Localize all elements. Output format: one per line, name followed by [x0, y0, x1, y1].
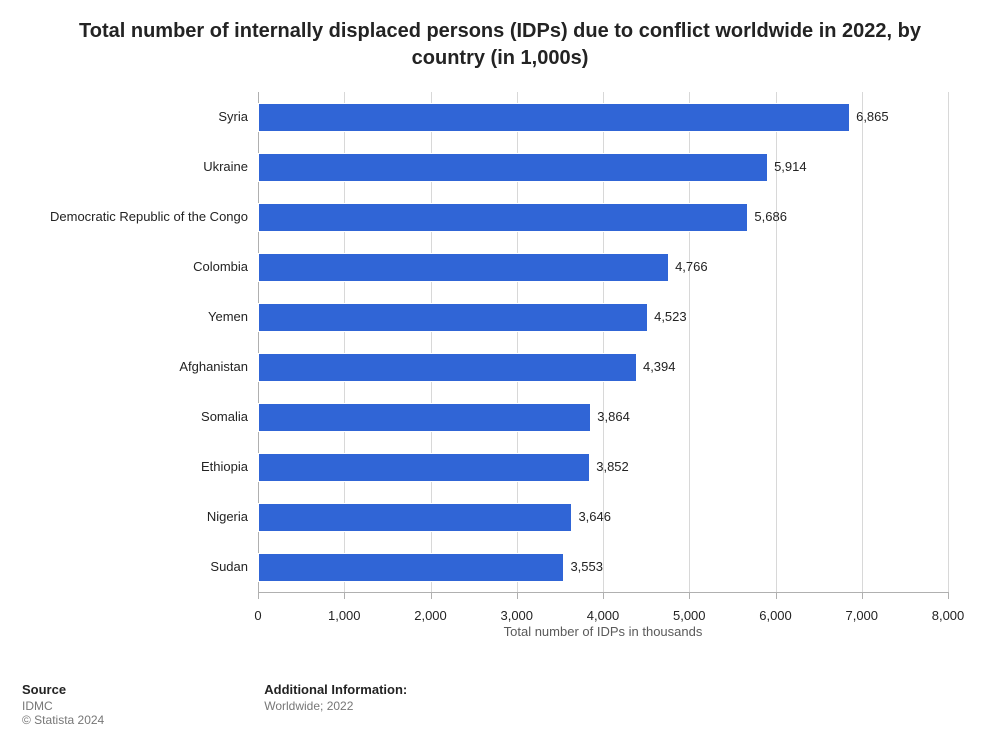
category-label: Afghanistan [0, 359, 248, 374]
x-tick-mark [948, 592, 949, 599]
copyright: © Statista 2024 [22, 713, 104, 727]
bar [258, 153, 768, 182]
x-tick-label: 6,000 [759, 608, 792, 623]
chart-container: 0 1,000 2,000 3,000 4,000 5,000 6,000 7,000 8,00… [0, 82, 1000, 652]
category-label: Syria [0, 109, 248, 124]
category-label: Democratic Republic of the Congo [0, 209, 248, 224]
value-label: 3,852 [596, 459, 629, 474]
category-label: Somalia [0, 409, 248, 424]
value-label: 4,394 [643, 359, 676, 374]
x-tick-mark [258, 592, 259, 599]
bar [258, 303, 648, 332]
chart-title: Total number of internally displaced per… [0, 0, 1000, 72]
value-label: 4,766 [675, 259, 708, 274]
value-label: 3,646 [578, 509, 611, 524]
info-label: Additional Information: [264, 682, 407, 697]
category-label: Nigeria [0, 509, 248, 524]
x-tick-label: 0 [254, 608, 261, 623]
x-tick-mark [344, 592, 345, 599]
bar [258, 253, 669, 282]
value-label: 5,914 [774, 159, 807, 174]
x-tick-mark [517, 592, 518, 599]
x-tick-mark [431, 592, 432, 599]
bar [258, 453, 590, 482]
category-label: Ukraine [0, 159, 248, 174]
x-tick-mark [689, 592, 690, 599]
bar [258, 353, 637, 382]
category-label: Colombia [0, 259, 248, 274]
value-label: 5,686 [754, 209, 787, 224]
x-tick-label: 4,000 [587, 608, 620, 623]
x-tick-label: 5,000 [673, 608, 706, 623]
bar [258, 103, 850, 132]
bar [258, 503, 572, 532]
info-value: Worldwide; 2022 [264, 699, 407, 713]
x-tick-label: 7,000 [845, 608, 878, 623]
category-label: Ethiopia [0, 459, 248, 474]
x-tick-label: 1,000 [328, 608, 361, 623]
plot-area: 01,0002,0003,0004,0005,0006,0007,0008,00… [258, 92, 948, 592]
value-label: 4,523 [654, 309, 687, 324]
x-tick-mark [776, 592, 777, 599]
category-label: Yemen [0, 309, 248, 324]
value-label: 3,553 [570, 559, 603, 574]
x-tick-mark [862, 592, 863, 599]
source-label: Source [22, 682, 104, 697]
value-label: 6,865 [856, 109, 889, 124]
gridline [862, 92, 863, 592]
info-block: Additional Information: Worldwide; 2022 [264, 682, 407, 727]
source-block: Source IDMC © Statista 2024 [22, 682, 104, 727]
chart-footer: Source IDMC © Statista 2024 Additional I… [22, 682, 978, 727]
gridline [948, 92, 949, 592]
source-value: IDMC [22, 699, 104, 713]
x-tick-label: 3,000 [500, 608, 533, 623]
bar [258, 203, 748, 232]
value-label: 3,864 [597, 409, 630, 424]
category-label: Sudan [0, 559, 248, 574]
x-tick-label: 2,000 [414, 608, 447, 623]
x-tick-label: 8,000 [932, 608, 965, 623]
bar [258, 553, 564, 582]
x-axis-title: Total number of IDPs in thousands [258, 624, 948, 639]
bar [258, 403, 591, 432]
x-tick-mark [603, 592, 604, 599]
